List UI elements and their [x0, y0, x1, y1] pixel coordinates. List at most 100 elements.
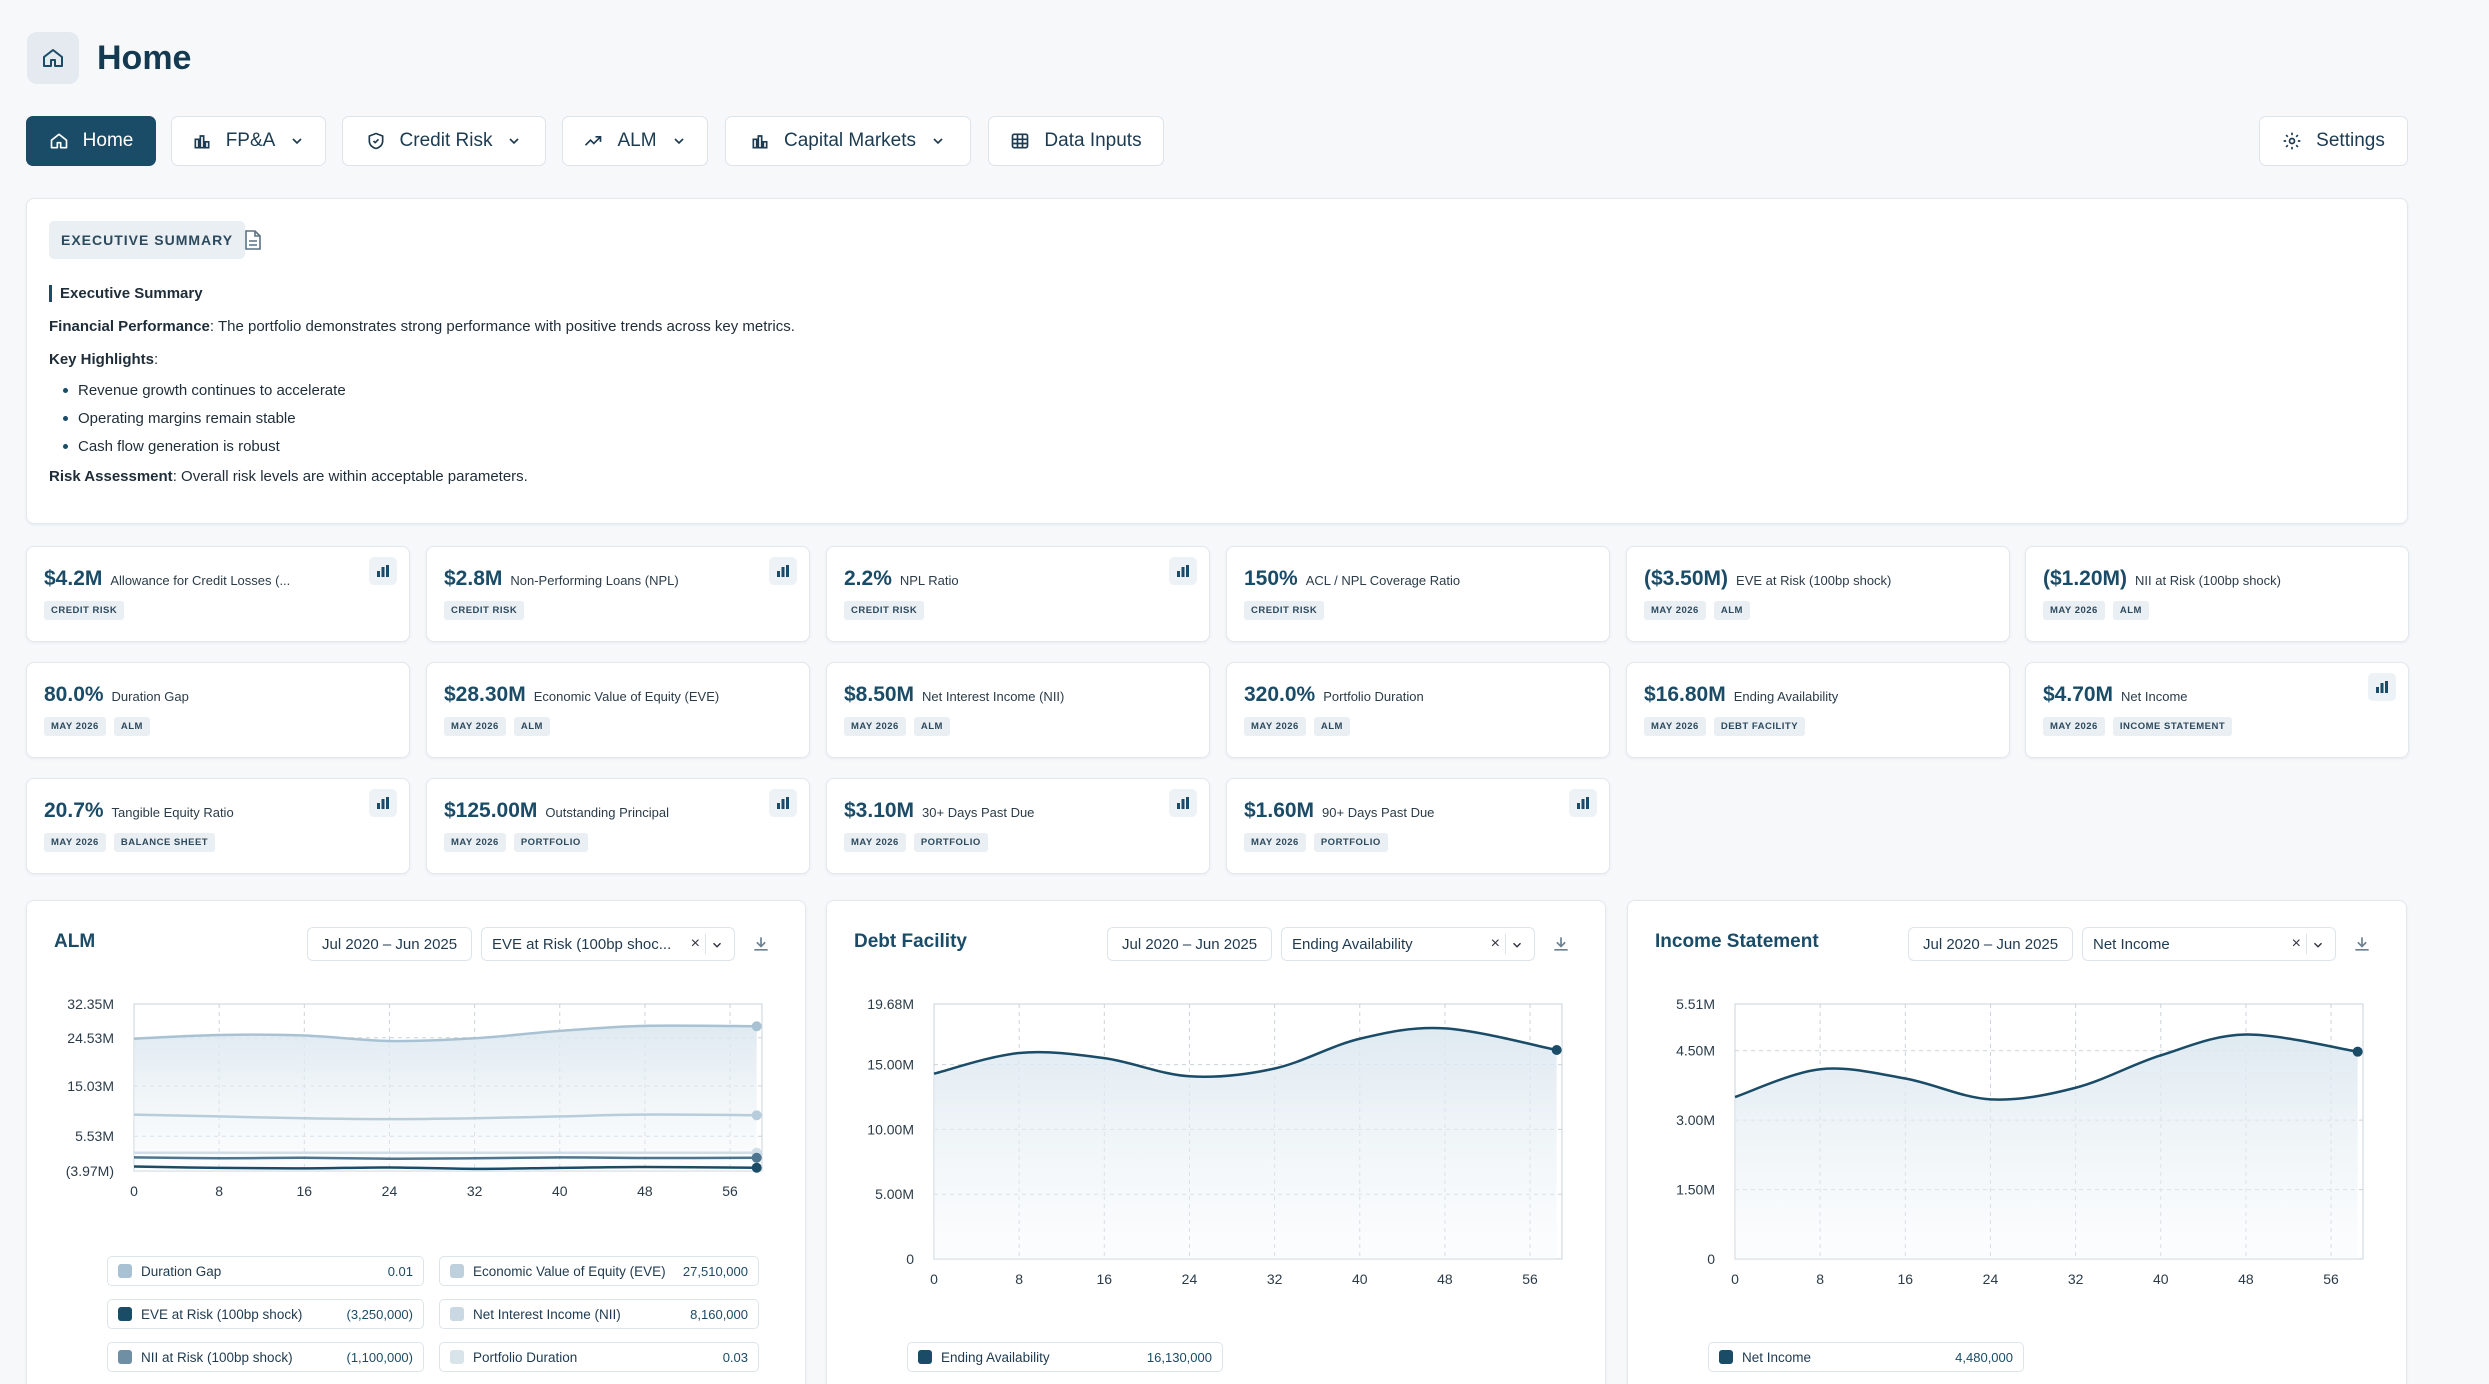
legend-swatch: [450, 1307, 464, 1321]
kpi-card[interactable]: $3.10M 30+ Days Past Due MAY 2026 PORTFOLIO: [826, 778, 1210, 874]
legend-swatch: [450, 1264, 464, 1278]
nav-fpa-button[interactable]: FP&A: [171, 116, 326, 166]
kpi-value: $16.80M Ending Availability: [1644, 683, 1839, 706]
chevron-down-icon: [933, 138, 943, 145]
nav-home-label: Home: [82, 130, 134, 151]
kpi-chip: MAY 2026: [44, 717, 106, 736]
nav-alm-button[interactable]: ALM: [562, 116, 708, 166]
y-tick-label: 15.00M: [867, 1057, 914, 1073]
bar-chart-icon: [194, 135, 210, 149]
y-tick-label: 5.53M: [75, 1128, 114, 1144]
kpi-label: 90+ Days Past Due: [1322, 805, 1435, 820]
legend-item[interactable]: Economic Value of Equity (EVE) 27,510,000: [439, 1256, 759, 1286]
bar-chart-icon[interactable]: [1169, 789, 1197, 817]
highlight-item: Revenue growth continues to accelerate: [49, 376, 795, 404]
metric-select-value: EVE at Risk (100bp shoc...: [492, 935, 672, 953]
legend-value: 0.03: [722, 1349, 748, 1365]
x-tick-label: 24: [1182, 1271, 1198, 1287]
metric-select[interactable]: Net Income ×: [2082, 927, 2336, 961]
kpi-value: 2.2% NPL Ratio: [844, 567, 959, 590]
x-tick-label: 8: [1015, 1271, 1023, 1287]
home-icon: [50, 133, 67, 149]
kpi-card[interactable]: ($1.20M) NII at Risk (100bp shock) MAY 202…: [2025, 546, 2409, 642]
kpi-label: Tangible Equity Ratio: [111, 805, 234, 820]
bar-chart-icon: [752, 135, 768, 149]
kpi-chip: MAY 2026: [1244, 717, 1306, 736]
chevron-down-icon: [509, 138, 520, 145]
kpi-card[interactable]: $8.50M Net Interest Income (NII) MAY 2026 A…: [826, 662, 1210, 758]
bar-chart-icon[interactable]: [369, 789, 397, 817]
kpi-card[interactable]: $2.8M Non-Performing Loans (NPL) CREDIT RI…: [426, 546, 810, 642]
nav-home-button[interactable]: Home: [26, 116, 156, 166]
x-tick-label: 0: [930, 1271, 938, 1287]
legend-item[interactable]: Portfolio Duration 0.03: [439, 1342, 759, 1372]
kpi-chip: MAY 2026: [844, 717, 906, 736]
legend-item[interactable]: EVE at Risk (100bp shock) (3,250,000): [107, 1299, 424, 1329]
nav-capital-markets-button[interactable]: Capital Markets: [725, 116, 971, 166]
bar-chart-icon[interactable]: [769, 789, 797, 817]
legend-item[interactable]: Ending Availability 16,130,000: [907, 1342, 1223, 1372]
metric-select[interactable]: EVE at Risk (100bp shoc... ×: [481, 927, 735, 961]
key-highlights-line: Key Highlights:: [49, 351, 159, 368]
kpi-card[interactable]: 20.7% Tangible Equity Ratio MAY 2026 BALANC…: [26, 778, 410, 874]
date-range-picker[interactable]: Jul 2020 – Jun 2025: [1107, 927, 1273, 961]
document-icon[interactable]: [243, 229, 263, 256]
bar-chart-icon[interactable]: [769, 557, 797, 585]
chevron-down-icon: [673, 138, 684, 145]
legend-swatch: [450, 1350, 464, 1364]
kpi-label: Allowance for Credit Losses (...: [110, 573, 291, 588]
legend-item[interactable]: Net Interest Income (NII) 8,160,000: [439, 1299, 759, 1329]
download-icon[interactable]: [1551, 934, 1571, 954]
chevron-down-icon[interactable]: [2311, 938, 2325, 952]
bar-chart-icon[interactable]: [1169, 557, 1197, 585]
chevron-down-icon[interactable]: [710, 938, 724, 952]
kpi-chips: CREDIT RISK: [1244, 601, 1325, 620]
kpi-value: $28.30M Economic Value of Equity (EVE): [444, 683, 720, 706]
legend-item[interactable]: Net Income 4,480,000: [1708, 1342, 2024, 1372]
download-icon[interactable]: [2352, 934, 2372, 954]
kpi-card[interactable]: 150% ACL / NPL Coverage Ratio CREDIT RISK: [1226, 546, 1610, 642]
kpi-chip: CREDIT RISK: [44, 601, 125, 620]
x-tick-label: 32: [2068, 1271, 2084, 1287]
chevron-down-icon[interactable]: [1510, 938, 1524, 952]
kpi-card[interactable]: $125.00M Outstanding Principal MAY 2026 POR…: [426, 778, 810, 874]
clear-icon[interactable]: ×: [690, 935, 700, 952]
chart-title: ALM: [54, 931, 96, 952]
kpi-chip: ALM: [1313, 717, 1350, 736]
kpi-card[interactable]: ($3.50M) EVE at Risk (100bp shock) MAY 202…: [1626, 546, 2010, 642]
kpi-card[interactable]: $4.70M Net Income MAY 2026 INCOME STATEMENT: [2025, 662, 2409, 758]
clear-icon[interactable]: ×: [1490, 935, 1500, 952]
nav-data-inputs-button[interactable]: Data Inputs: [988, 116, 1164, 166]
bar-chart-icon[interactable]: [369, 557, 397, 585]
clear-icon[interactable]: ×: [2291, 935, 2301, 952]
series-end-point: [1551, 1044, 1562, 1055]
home-icon[interactable]: [27, 32, 79, 84]
legend-item[interactable]: Duration Gap 0.01: [107, 1256, 424, 1286]
kpi-card[interactable]: $28.30M Economic Value of Equity (EVE) MAY…: [426, 662, 810, 758]
kpi-card[interactable]: $1.60M 90+ Days Past Due MAY 2026 PORTFOLIO: [1226, 778, 1610, 874]
kpi-card[interactable]: 2.2% NPL Ratio CREDIT RISK: [826, 546, 1210, 642]
kpi-value: ($3.50M) EVE at Risk (100bp shock): [1644, 567, 1892, 590]
metric-select[interactable]: Ending Availability ×: [1281, 927, 1535, 961]
kpi-chips: MAY 2026 PORTFOLIO: [844, 833, 988, 852]
kpi-chips: MAY 2026 INCOME STATEMENT: [2043, 717, 2233, 736]
bar-chart-icon[interactable]: [2368, 673, 2396, 701]
kpi-card[interactable]: $16.80M Ending Availability MAY 2026 DEBT F…: [1626, 662, 2010, 758]
y-tick-label: 0: [1707, 1251, 1715, 1267]
download-icon[interactable]: [751, 934, 771, 954]
date-range-picker[interactable]: Jul 2020 – Jun 2025: [1908, 927, 2074, 961]
x-tick-label: 48: [2238, 1271, 2254, 1287]
bar-chart-icon[interactable]: [1569, 789, 1597, 817]
executive-summary-heading: Executive Summary: [49, 285, 203, 302]
date-range-picker[interactable]: Jul 2020 – Jun 2025: [307, 927, 473, 961]
kpi-card[interactable]: 80.0% Duration Gap MAY 2026 ALM: [26, 662, 410, 758]
kpi-card[interactable]: 320.0% Portfolio Duration MAY 2026 ALM: [1226, 662, 1610, 758]
kpi-label: Outstanding Principal: [545, 805, 669, 820]
settings-button[interactable]: Settings: [2259, 116, 2408, 166]
legend-label: Portfolio Duration: [473, 1349, 578, 1365]
kpi-chip: MAY 2026: [2043, 717, 2105, 736]
legend-item[interactable]: NII at Risk (100bp shock) (1,100,000): [107, 1342, 424, 1372]
legend-label: NII at Risk (100bp shock): [141, 1349, 293, 1365]
nav-credit-risk-button[interactable]: Credit Risk: [342, 116, 546, 166]
kpi-card[interactable]: $4.2M Allowance for Credit Losses (... CRE…: [26, 546, 410, 642]
